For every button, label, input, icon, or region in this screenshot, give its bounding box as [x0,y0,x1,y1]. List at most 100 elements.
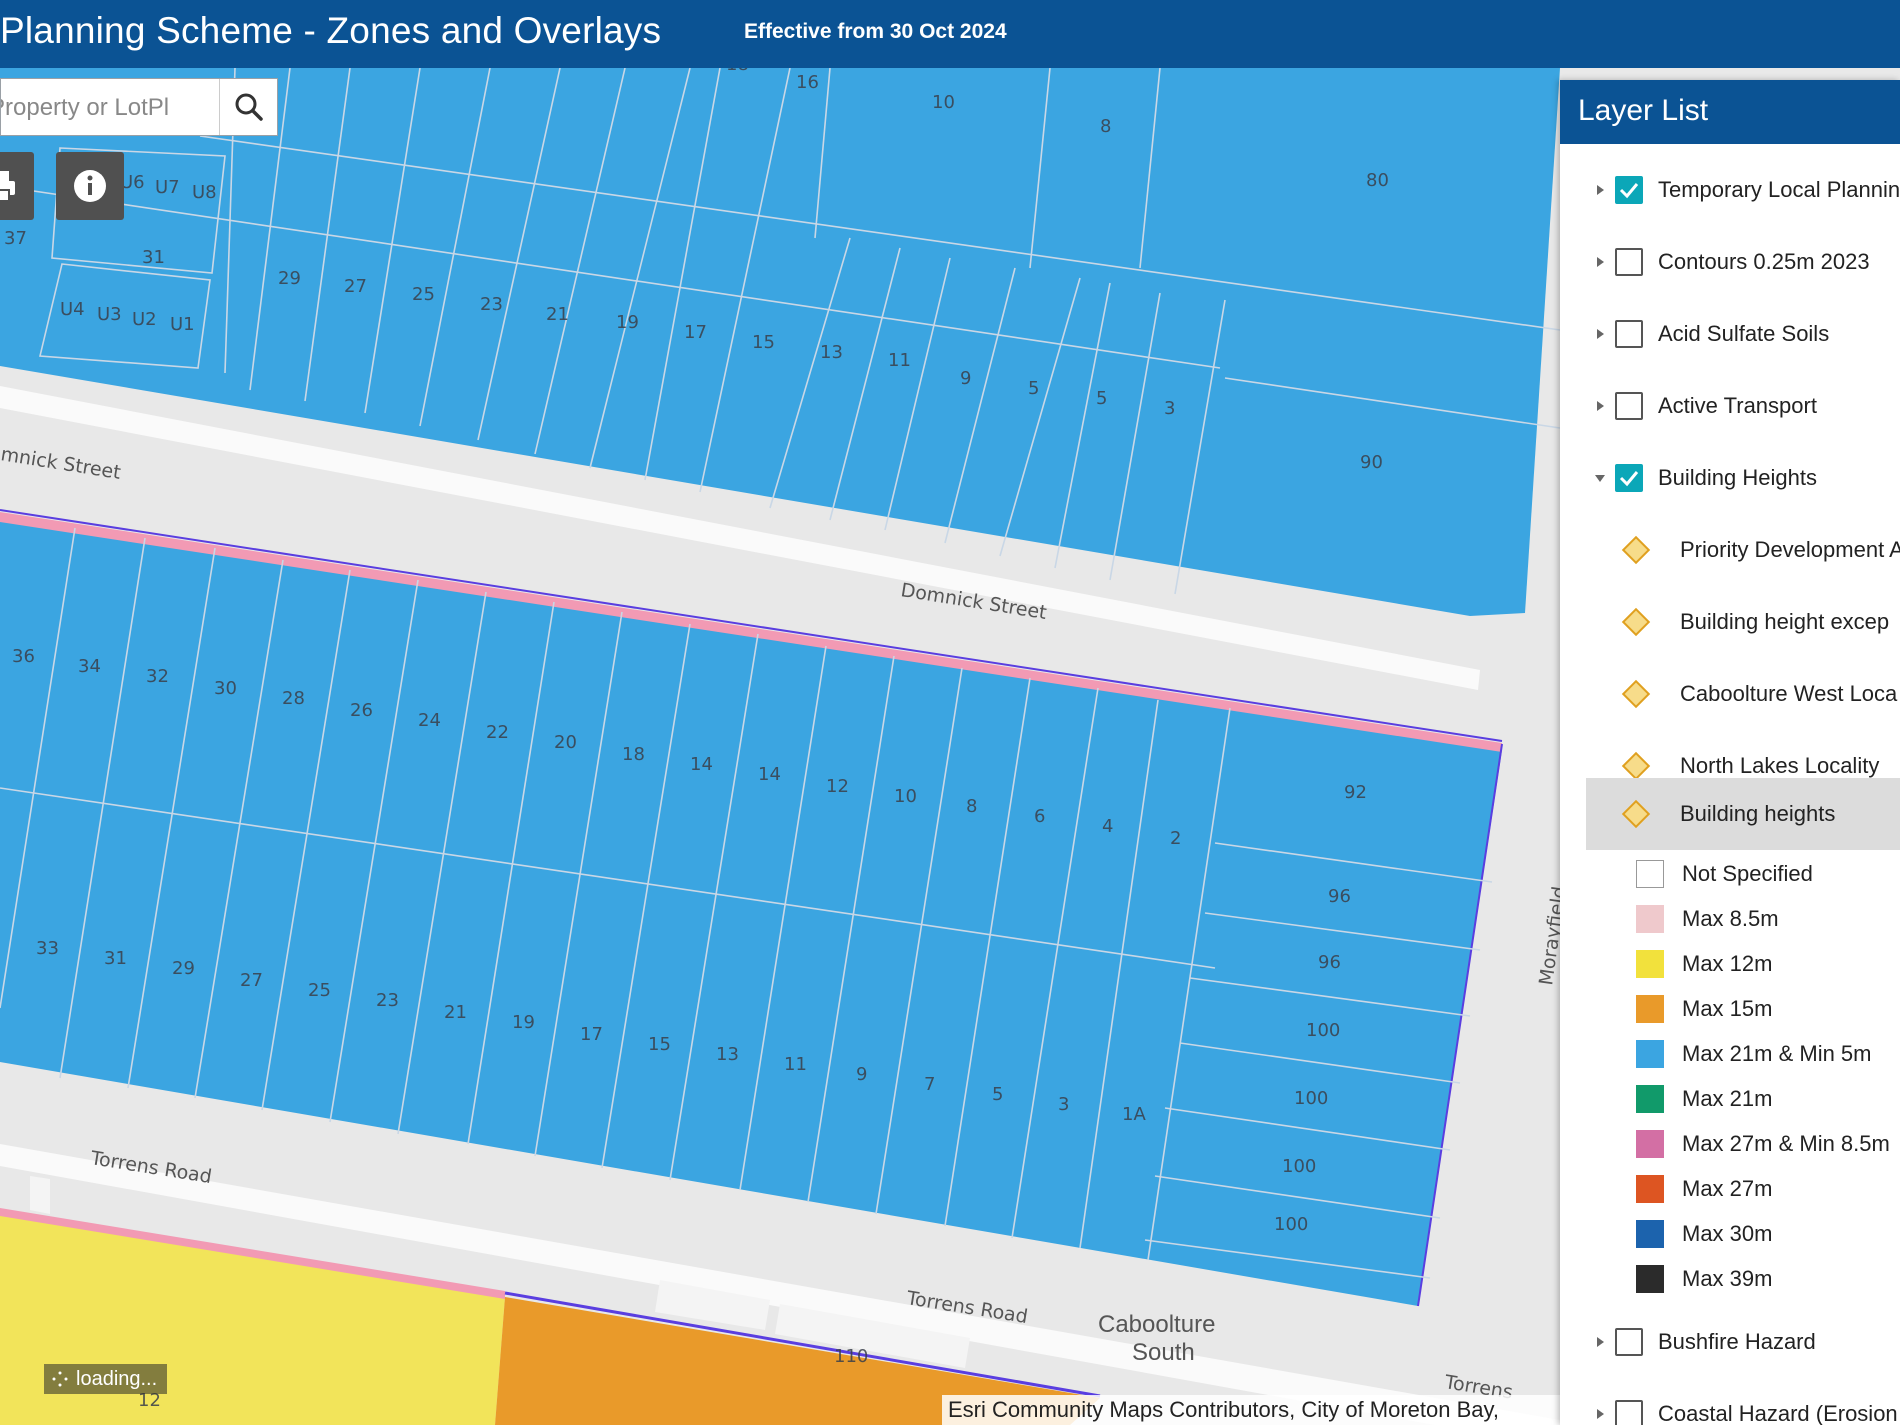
lot-label: 18 [726,68,749,75]
lot-label: 8 [966,796,977,817]
legend-label: Max 15m [1682,996,1773,1021]
lot-label: 4 [1102,816,1113,837]
legend-item: Max 15m [1560,987,1900,1031]
lot-label: 5 [1096,388,1107,409]
legend-swatch [1636,1220,1664,1248]
layer-checkbox[interactable] [1615,320,1643,348]
legend-label: Max 8.5m [1682,906,1779,931]
lot-label: U4 [60,299,85,320]
domnick-street-road [0,386,1480,690]
sublayer-north-lakes-locality[interactable]: North Lakes Locality [1560,736,1900,796]
layer-row-bushfire-hazard[interactable]: Bushfire Hazard [1560,1314,1900,1370]
diamond-icon [1621,607,1651,637]
legend-label: Max 12m [1682,951,1773,976]
layer-label: Coastal Hazard (Erosion [1658,1401,1898,1425]
print-button[interactable] [0,152,34,220]
lot-label: 12 [138,1390,161,1411]
layer-checkbox[interactable] [1615,1328,1643,1356]
legend-label: Max 21m [1682,1086,1773,1111]
layer-list-header: Layer List [1560,80,1900,144]
legend-item: Max 39m [1560,1257,1900,1301]
lot-label: 100 [1274,1214,1308,1235]
legend-item: Max 27m [1560,1167,1900,1211]
layer-row-acid-sulfate-soils[interactable]: Acid Sulfate Soils [1560,306,1900,362]
layer-checkbox[interactable] [1615,176,1643,204]
layer-checkbox[interactable] [1615,392,1643,420]
caret-right-icon[interactable] [1594,184,1606,196]
lot-label: 80 [1366,170,1389,191]
sublayer-label: Priority Development A [1680,537,1900,562]
layer-row-building-heights[interactable]: Building Heights [1560,450,1900,506]
lot-label: 27 [240,970,263,991]
layer-label: Bushfire Hazard [1658,1329,1816,1354]
caret-right-icon[interactable] [1594,1336,1606,1348]
map-view[interactable]: 37 U6 U7 U8 31 U4 U3 U2 U1 29 27 25 23 2… [0,68,1560,1425]
layer-row-contours[interactable]: Contours 0.25m 2023 [1560,234,1900,290]
info-button[interactable] [56,152,124,220]
caret-right-icon[interactable] [1594,1408,1606,1420]
layer-row-temporary-local-planning[interactable]: Temporary Local Plannin [1560,162,1900,218]
lot-label: 96 [1328,886,1351,907]
lot-label: 9 [856,1064,867,1085]
app-header: Planning Scheme - Zones and Overlays Eff… [0,0,1900,68]
search-button[interactable] [219,79,278,135]
diamond-icon [1621,535,1651,565]
legend-swatch [1636,1085,1664,1113]
lot-label: U2 [132,309,157,330]
lot-label: 100 [1306,1020,1340,1041]
loading-indicator: loading... [44,1364,168,1394]
lot-label: 17 [580,1024,603,1045]
sublayer-building-heights[interactable]: Building heights [1586,778,1900,850]
pink-strip [0,512,1502,752]
layer-row-active-transport[interactable]: Active Transport [1560,378,1900,434]
lot-label: 92 [1344,782,1367,803]
layer-checkbox[interactable] [1615,248,1643,276]
map-canvas[interactable]: 37 U6 U7 U8 31 U4 U3 U2 U1 29 27 25 23 2… [0,68,1560,1425]
sublayer-priority-development[interactable]: Priority Development A [1560,520,1900,580]
diamond-icon [1621,799,1651,829]
lot-label: 23 [376,990,399,1011]
lot-label: 16 [796,72,819,93]
legend-swatch [1636,1265,1664,1293]
caret-right-icon[interactable] [1594,328,1606,340]
lot-label: 21 [444,1002,467,1023]
printer-icon [0,171,15,202]
layer-checkbox[interactable] [1615,1400,1643,1425]
lot-label: 36 [12,646,35,667]
legend-swatch [1636,1175,1664,1203]
parcel-lines-middle [0,527,1493,1279]
layer-label: Active Transport [1658,393,1817,418]
effective-date: Effective from 30 Oct 2024 [744,20,1007,43]
lot-label: 13 [820,342,843,363]
legend-swatch [1636,1130,1664,1158]
lot-label: 14 [758,764,781,785]
lot-label: 25 [412,284,435,305]
layer-checkbox[interactable] [1615,464,1643,492]
search-box[interactable] [0,78,278,137]
caret-right-icon[interactable] [1594,256,1606,268]
caret-down-icon[interactable] [1594,472,1606,484]
search-input[interactable] [1,79,221,137]
legend-label: Max 30m [1682,1221,1773,1246]
legend-swatch [1636,995,1664,1023]
sublayer-building-height-exception[interactable]: Building height excep [1560,592,1900,652]
lot-label: 8 [1100,116,1111,137]
map-attribution: Esri Community Maps Contributors, City o… [942,1395,1566,1425]
lot-label: 21 [546,304,569,325]
sublayer-caboolture-west-locality[interactable]: Caboolture West Loca [1560,664,1900,724]
parcel-block-north [0,68,1560,616]
legend-swatch [1636,1040,1664,1068]
lot-label: 22 [486,722,509,743]
lot-label: 12 [826,776,849,797]
legend-item: Max 21m & Min 5m [1560,1032,1900,1076]
lot-label: 29 [278,268,301,289]
loading-text: loading... [76,1367,158,1390]
lot-label: 29 [172,958,195,979]
lot-label: U7 [155,177,180,198]
legend-item: Max 8.5m [1560,897,1900,941]
parcel-block-middle [0,520,1502,1306]
lot-label: 14 [690,754,713,775]
caret-right-icon[interactable] [1594,400,1606,412]
lot-label: 34 [78,656,101,677]
layer-row-coastal-hazard[interactable]: Coastal Hazard (Erosion [1560,1386,1900,1425]
